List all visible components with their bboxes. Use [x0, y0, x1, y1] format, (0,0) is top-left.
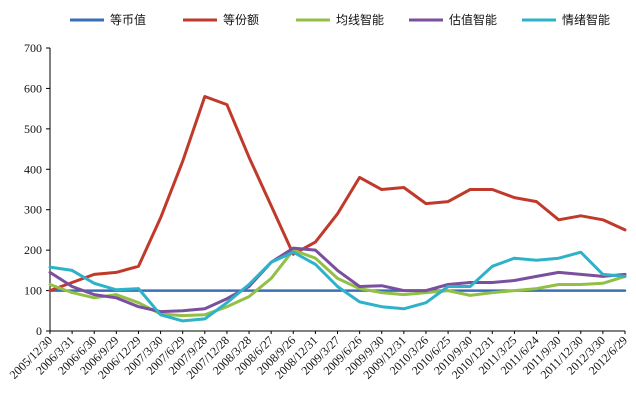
series-line-4 [48, 246, 627, 314]
legend-label-1: 等币值 [110, 12, 146, 27]
legend-label-2: 等份额 [223, 13, 259, 27]
series-line-3 [48, 248, 627, 318]
legend-label-5: 情绪智能 [562, 12, 610, 27]
y-tick-label: 0 [36, 324, 42, 338]
legend-label-3: 均线智能 [336, 12, 384, 27]
legend-label-4: 估值智能 [449, 12, 497, 27]
y-tick-label: 200 [24, 243, 42, 257]
series-line-5 [48, 250, 627, 323]
y-tick-label: 100 [24, 284, 42, 298]
y-tick-label: 700 [24, 41, 42, 55]
y-tick-label: 600 [24, 81, 42, 95]
y-tick-label: 400 [24, 162, 42, 176]
y-tick-label: 300 [24, 203, 42, 217]
series-line-2 [48, 95, 627, 293]
axes: 0 100 200 300 400 500 600 700 [24, 41, 625, 338]
y-tick-label: 500 [24, 122, 42, 136]
series-layer [48, 95, 627, 323]
x-axis-labels: 2005/12/302006/3/312006/6/302006/9/29200… [7, 331, 630, 382]
legend: 等币值 等份额 均线智能 估值智能 情绪智能 [70, 12, 610, 27]
